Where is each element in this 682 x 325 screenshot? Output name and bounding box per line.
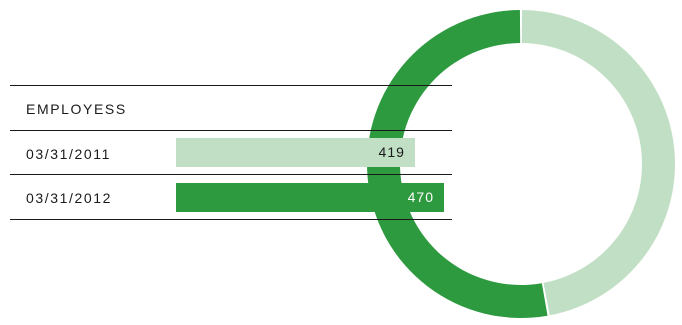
- bar-2012: 470: [176, 183, 444, 212]
- row-divider: [10, 130, 452, 131]
- table-top-rule: [10, 85, 452, 86]
- bar-value-2011: 419: [378, 144, 405, 160]
- bar-value-2012: 470: [407, 189, 434, 205]
- row-label-2011: 03/31/2011: [26, 146, 112, 162]
- table-title: EMPLOYESS: [26, 101, 127, 117]
- donut-slice-0: [521, 10, 675, 316]
- donut-slice-1: [366, 10, 548, 318]
- bar-2011: 419: [176, 138, 415, 167]
- table-bottom-rule: [10, 219, 452, 220]
- row-divider: [10, 174, 452, 175]
- row-label-2012: 03/31/2012: [26, 190, 113, 206]
